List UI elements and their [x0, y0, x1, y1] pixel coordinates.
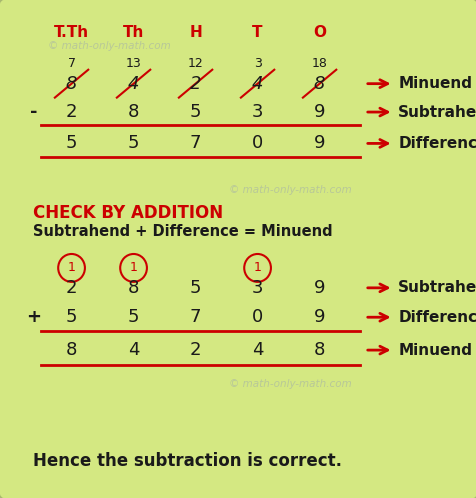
Text: Minuend: Minuend	[397, 76, 471, 91]
Text: 8: 8	[66, 341, 77, 359]
Text: 0: 0	[251, 134, 263, 152]
Text: Difference: Difference	[397, 310, 476, 325]
Text: 9: 9	[313, 308, 325, 326]
Text: 2: 2	[66, 279, 77, 297]
Text: 18: 18	[311, 57, 327, 70]
Text: 8: 8	[313, 75, 325, 93]
Text: 5: 5	[128, 308, 139, 326]
Text: Difference: Difference	[397, 136, 476, 151]
Text: Minuend: Minuend	[397, 343, 471, 358]
Text: 9: 9	[313, 134, 325, 152]
Text: 8: 8	[128, 103, 139, 121]
Text: +: +	[26, 308, 41, 326]
Text: -: -	[30, 103, 37, 121]
Text: 5: 5	[66, 134, 77, 152]
Text: 8: 8	[313, 341, 325, 359]
Text: 13: 13	[125, 57, 141, 70]
Text: 7: 7	[189, 308, 201, 326]
Text: 5: 5	[189, 279, 201, 297]
Text: 2: 2	[189, 75, 201, 93]
Text: 4: 4	[128, 341, 139, 359]
Text: Th: Th	[123, 25, 144, 40]
Text: Subtrahend + Difference = Minuend: Subtrahend + Difference = Minuend	[33, 224, 332, 239]
Text: © math-only-math.com: © math-only-math.com	[228, 185, 351, 195]
Text: 8: 8	[128, 279, 139, 297]
Text: 12: 12	[187, 57, 203, 70]
Text: Hence the subtraction is correct.: Hence the subtraction is correct.	[33, 452, 342, 470]
Text: T: T	[252, 25, 262, 40]
Text: 0: 0	[251, 308, 263, 326]
Text: 3: 3	[251, 103, 263, 121]
Text: Subtrahend: Subtrahend	[397, 280, 476, 295]
Text: CHECK BY ADDITION: CHECK BY ADDITION	[33, 204, 223, 222]
Text: 5: 5	[128, 134, 139, 152]
Text: © math-only-math.com: © math-only-math.com	[48, 41, 170, 51]
Text: 5: 5	[66, 308, 77, 326]
Text: 9: 9	[313, 103, 325, 121]
Text: 7: 7	[189, 134, 201, 152]
Text: © math-only-math.com: © math-only-math.com	[228, 379, 351, 389]
Text: 3: 3	[251, 279, 263, 297]
Text: 1: 1	[68, 261, 75, 274]
Text: 9: 9	[313, 279, 325, 297]
Text: 7: 7	[68, 57, 75, 70]
Text: 4: 4	[128, 75, 139, 93]
Text: 2: 2	[189, 341, 201, 359]
Text: 8: 8	[66, 75, 77, 93]
Text: 4: 4	[251, 75, 263, 93]
Text: 5: 5	[189, 103, 201, 121]
Text: T.Th: T.Th	[54, 25, 89, 40]
Text: H: H	[189, 25, 201, 40]
Text: 2: 2	[66, 103, 77, 121]
Text: 1: 1	[253, 261, 261, 274]
Text: 3: 3	[253, 57, 261, 70]
Text: 1: 1	[129, 261, 137, 274]
Text: O: O	[312, 25, 326, 40]
Text: 4: 4	[251, 341, 263, 359]
Text: Subtrahend: Subtrahend	[397, 105, 476, 120]
